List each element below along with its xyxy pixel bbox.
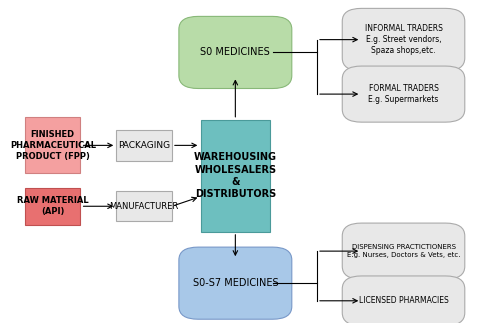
FancyBboxPatch shape (200, 120, 270, 232)
FancyBboxPatch shape (342, 8, 465, 71)
Text: INFORMAL TRADERS
E.g. Street vendors,
Spaza shops,etc.: INFORMAL TRADERS E.g. Street vendors, Sp… (364, 24, 442, 55)
Text: MANUFACTURER: MANUFACTURER (110, 202, 178, 211)
FancyBboxPatch shape (342, 276, 465, 326)
Text: S0-S7 MEDICINES: S0-S7 MEDICINES (192, 278, 278, 288)
FancyBboxPatch shape (179, 16, 292, 88)
Text: RAW MATERIAL
(API): RAW MATERIAL (API) (17, 196, 88, 216)
FancyBboxPatch shape (179, 247, 292, 319)
FancyBboxPatch shape (116, 191, 172, 221)
Text: WAREHOUSING
WHOLESALERS
&
DISTRIBUTORS: WAREHOUSING WHOLESALERS & DISTRIBUTORS (194, 152, 277, 200)
FancyBboxPatch shape (116, 130, 172, 161)
FancyBboxPatch shape (342, 66, 465, 122)
Text: PACKAGING: PACKAGING (118, 141, 170, 150)
Text: LICENSED PHARMACIES: LICENSED PHARMACIES (358, 296, 448, 305)
Text: DISPENSING PRACTICTIONERS
E.g. Nurses, Doctors & Vets, etc.: DISPENSING PRACTICTIONERS E.g. Nurses, D… (347, 244, 461, 258)
FancyBboxPatch shape (25, 117, 80, 173)
FancyBboxPatch shape (342, 223, 465, 279)
FancyBboxPatch shape (25, 188, 80, 225)
Text: FINISHED
PHARMACEUTICAL
PRODUCT (FPP): FINISHED PHARMACEUTICAL PRODUCT (FPP) (10, 130, 96, 161)
Text: FORMAL TRADERS
E.g. Supermarkets: FORMAL TRADERS E.g. Supermarkets (368, 84, 438, 104)
Text: S0 MEDICINES: S0 MEDICINES (200, 48, 270, 57)
